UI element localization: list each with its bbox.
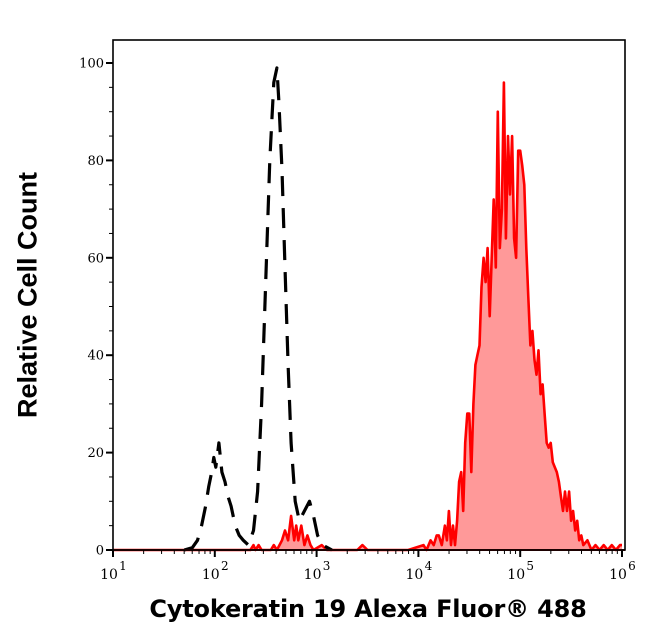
x-tick-label: 10	[202, 567, 220, 583]
x-tick-label: 10	[100, 567, 118, 583]
x-tick-exponent: 2	[221, 559, 229, 573]
x-tick-label: 10	[405, 567, 423, 583]
x-tick-exponent: 5	[526, 559, 534, 573]
y-tick-label: 0	[96, 544, 104, 559]
plot-frame	[112, 39, 626, 551]
x-tick-exponent: 3	[323, 559, 331, 573]
x-tick-exponent: 4	[425, 559, 433, 573]
x-tick-label: 10	[304, 567, 322, 583]
x-tick-exponent: 1	[119, 559, 127, 573]
sample-histogram-line	[113, 81, 622, 552]
plot-area	[113, 66, 625, 552]
y-axis: 0 20 40 60 80 100	[79, 57, 113, 559]
y-tick-label: 80	[87, 154, 104, 169]
x-tick-exponent: 6	[628, 559, 636, 573]
x-tick-label: 10	[507, 567, 525, 583]
isotype-control-dashed-line	[183, 66, 333, 552]
x-tick-label: 10	[609, 567, 627, 583]
y-tick-label: 40	[87, 349, 104, 364]
y-axis-title: Relative Cell Count	[12, 171, 43, 419]
sample-histogram-fill	[113, 82, 622, 550]
y-tick-label: 20	[87, 446, 104, 461]
y-tick-label: 100	[79, 57, 104, 72]
x-axis-title: Cytokeratin 19 Alexa Fluor® 488	[149, 595, 587, 623]
y-tick-label: 60	[87, 251, 104, 266]
